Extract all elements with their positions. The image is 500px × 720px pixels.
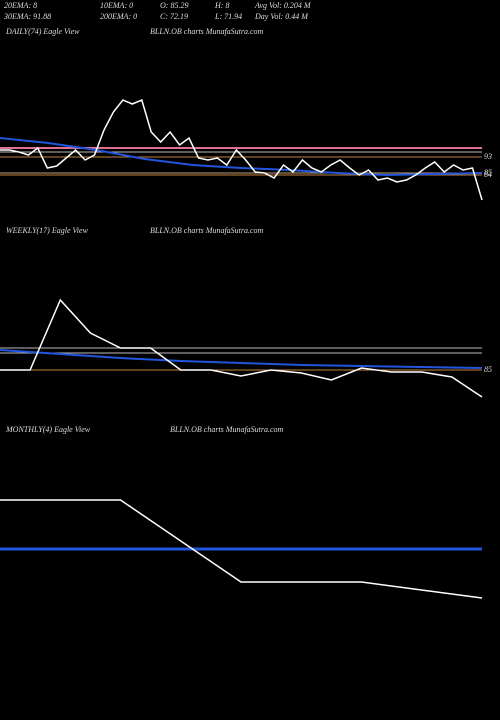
level-label: 84 [484,170,492,179]
panel-title: WEEKLY(17) Eagle View [6,226,89,235]
header-stat: 10EMA: 0 [100,1,133,10]
price-line [0,98,483,201]
header-stat: H: 8 [214,1,229,10]
level-label: 85 [484,365,492,374]
ema-line [0,137,483,177]
header-stat: 20EMA: 8 [4,1,37,10]
header-stat: 200EMA: 0 [100,12,137,21]
price-line [0,298,483,398]
header-stat: Avg Vol: 0.204 M [254,1,312,10]
header-stat: 30EMA: 91.88 [3,12,51,21]
level-label: 93 [484,152,492,161]
price-line [0,499,483,599]
panel-title: MONTHLY(4) Eagle View [5,425,91,434]
panel-title: DAILY(74) Eagle View [5,27,80,36]
panel-source: BLLN.OB charts MunafaSutra.com [150,226,264,235]
header-stat: L: 71.94 [214,12,242,21]
level-label: 85 [484,168,492,177]
panel-source: BLLN.OB charts MunafaSutra.com [150,27,264,36]
header-stat: C: 72.19 [160,12,188,21]
ema-line [0,349,483,369]
panel-source: BLLN.OB charts MunafaSutra.com [170,425,284,434]
header-stat: Day Vol: 0.44 M [254,12,309,21]
header-stat: O: 85.29 [160,1,188,10]
